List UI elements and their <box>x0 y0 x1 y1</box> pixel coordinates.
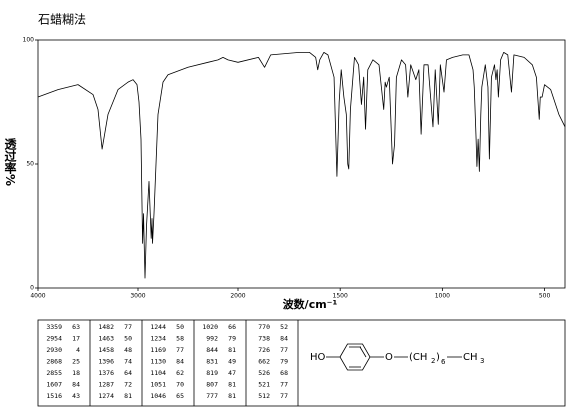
table-frame <box>37 319 566 407</box>
table-cell: 2868 <box>46 358 62 366</box>
table-cell: 84 <box>280 335 288 343</box>
table-cell: 63 <box>72 323 80 331</box>
table-cell: 64 <box>124 369 132 377</box>
table-cell: 1130 <box>150 358 166 366</box>
table-cell: 2855 <box>46 369 62 377</box>
table-cell: 770 <box>258 323 270 331</box>
table-cell: 1169 <box>150 346 166 354</box>
structure: HO O (CH 2 ) 6 CH 3 <box>310 343 484 371</box>
table-cell: 662 <box>258 358 270 366</box>
table-cell: 1244 <box>150 323 166 331</box>
table-cell: 2930 <box>46 346 62 354</box>
table-cell: 1051 <box>150 381 166 389</box>
plot-frame <box>37 39 566 289</box>
structure-text: ) <box>436 352 440 363</box>
table-cell: 777 <box>206 392 218 400</box>
y-tick-label: 0 <box>30 285 34 292</box>
x-tick-label: 1000 <box>435 293 450 300</box>
table-cell: 77 <box>280 381 288 389</box>
table-cell: 512 <box>258 392 270 400</box>
table-cell: 50 <box>176 323 184 331</box>
y-axis-label: 透过率% <box>3 138 17 187</box>
table-cell: 65 <box>176 392 184 400</box>
table-cell: 62 <box>176 369 184 377</box>
table-cell: 58 <box>176 335 184 343</box>
table-cell: 1516 <box>46 392 62 400</box>
table-cell: 819 <box>206 369 218 377</box>
table-cell: 43 <box>72 392 80 400</box>
table-cell: 1104 <box>150 369 166 377</box>
table-cell: 74 <box>124 358 132 366</box>
spectrum-line <box>37 52 566 279</box>
table-cell: 726 <box>258 346 270 354</box>
table-cell: 77 <box>124 323 132 331</box>
table-cell: 4 <box>76 346 80 354</box>
table-cell: 1376 <box>98 369 114 377</box>
table-cell: 1396 <box>98 358 114 366</box>
table-cell: 1046 <box>150 392 166 400</box>
table-cell: 68 <box>280 369 288 377</box>
structure-text: CH <box>463 352 478 363</box>
y-tick-label: 50 <box>26 161 34 168</box>
bond <box>359 346 367 358</box>
table-cell: 2954 <box>46 335 62 343</box>
x-tick-label: 4000 <box>30 293 45 300</box>
structure-text: (CH <box>409 352 427 363</box>
structure-text: 6 <box>441 358 446 366</box>
y-tick-label: 100 <box>23 37 35 44</box>
table-cell: 521 <box>258 381 270 389</box>
x-tick-label: 500 <box>539 293 551 300</box>
table-cell: 48 <box>124 346 132 354</box>
table-cell: 1234 <box>150 335 166 343</box>
table-cell: 831 <box>206 358 218 366</box>
table-cell: 1274 <box>98 392 114 400</box>
x-tick-label: 1500 <box>333 293 348 300</box>
table-cell: 79 <box>228 335 236 343</box>
table-cell: 77 <box>280 346 288 354</box>
table-cell: 52 <box>280 323 288 331</box>
table-cell: 992 <box>206 335 218 343</box>
structure-text: 2 <box>431 357 435 365</box>
table-cell: 1458 <box>98 346 114 354</box>
x-tick-label: 2000 <box>230 293 245 300</box>
table-cell: 1287 <box>98 381 114 389</box>
table-cell: 1020 <box>202 323 218 331</box>
table-cell: 49 <box>228 358 236 366</box>
benzene-ring <box>339 343 371 371</box>
structure-text: O <box>385 352 393 363</box>
table-cell: 77 <box>280 392 288 400</box>
table-cell: 81 <box>228 392 236 400</box>
table-cell: 81 <box>228 346 236 354</box>
table-cell: 84 <box>72 381 80 389</box>
table-cell: 844 <box>206 346 218 354</box>
table-cell: 1607 <box>46 381 62 389</box>
table-cell: 47 <box>228 369 236 377</box>
table-cell: 807 <box>206 381 218 389</box>
table-cell: 84 <box>176 358 184 366</box>
table-cell: 18 <box>72 369 80 377</box>
table-cell: 70 <box>176 381 184 389</box>
table-cell: 81 <box>228 381 236 389</box>
table-cell: 1482 <box>98 323 114 331</box>
table-cell: 72 <box>124 381 132 389</box>
table-cell: 77 <box>176 346 184 354</box>
x-tick-label: 3000 <box>130 293 145 300</box>
structure-text: 3 <box>480 357 484 365</box>
table-cell: 17 <box>72 335 80 343</box>
table-cell: 738 <box>258 335 270 343</box>
table-cell: 3359 <box>46 323 62 331</box>
table-cell: 25 <box>72 358 80 366</box>
table-cell: 66 <box>228 323 236 331</box>
table-cell: 81 <box>124 392 132 400</box>
table-cell: 79 <box>280 358 288 366</box>
table-cell: 50 <box>124 335 132 343</box>
table-cell: 526 <box>258 369 270 377</box>
x-axis-label: 波数/cm⁻¹ <box>283 297 338 311</box>
chart-title: 石蜡糊法 <box>38 12 86 27</box>
structure-text: HO <box>310 352 326 363</box>
table-cell: 1463 <box>98 335 114 343</box>
